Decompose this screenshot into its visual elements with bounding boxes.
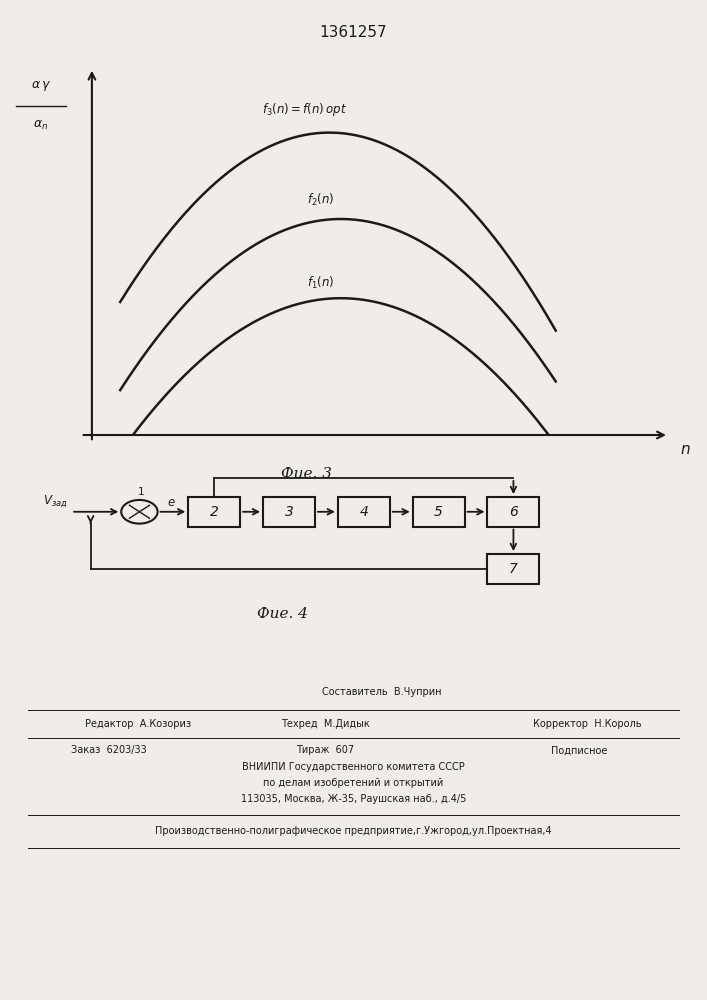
Text: Тираж  607: Тираж 607 xyxy=(296,745,354,755)
Bar xyxy=(413,497,464,527)
Text: $V_{зад}$: $V_{зад}$ xyxy=(43,493,68,509)
Text: 4: 4 xyxy=(359,505,368,519)
Text: $\alpha\,\gamma$: $\alpha\,\gamma$ xyxy=(31,79,51,93)
Bar xyxy=(263,497,315,527)
Bar xyxy=(338,497,390,527)
Text: Производственно-полиграфическое предприятие,г.Ужгород,ул.Проектная,4: Производственно-полиграфическое предприя… xyxy=(156,826,551,836)
Bar xyxy=(487,554,539,584)
Text: 6: 6 xyxy=(509,505,518,519)
Text: ВНИИПИ Государственного комитета СССР: ВНИИПИ Государственного комитета СССР xyxy=(242,762,465,772)
Text: 7: 7 xyxy=(509,562,518,576)
Text: Заказ  6203/33: Заказ 6203/33 xyxy=(71,745,146,755)
Bar xyxy=(188,497,240,527)
Text: Фие. 4: Фие. 4 xyxy=(257,607,308,621)
Text: $f_3(n) = f(n)\,opt$: $f_3(n) = f(n)\,opt$ xyxy=(262,101,346,118)
Text: Корректор  Н.Король: Корректор Н.Король xyxy=(532,719,641,729)
Bar xyxy=(487,497,539,527)
Text: 1: 1 xyxy=(137,487,144,497)
Text: $\alpha_n$: $\alpha_n$ xyxy=(33,119,49,132)
Text: Редактор  А.Козориз: Редактор А.Козориз xyxy=(85,719,191,729)
Text: Подписное: Подписное xyxy=(551,745,608,755)
Text: $f_2(n)$: $f_2(n)$ xyxy=(307,192,334,208)
Text: $n$: $n$ xyxy=(680,442,691,457)
Text: 1361257: 1361257 xyxy=(320,25,387,40)
Text: $f_1(n)$: $f_1(n)$ xyxy=(307,275,334,291)
Text: 5: 5 xyxy=(434,505,443,519)
Text: 2: 2 xyxy=(210,505,218,519)
Text: Техред  М.Дидык: Техред М.Дидык xyxy=(281,719,370,729)
Text: Фие. 3: Фие. 3 xyxy=(281,467,332,481)
Text: Составитель  В.Чуприн: Составитель В.Чуприн xyxy=(322,687,442,697)
Text: 113035, Москва, Ж-35, Раушская наб., д.4/5: 113035, Москва, Ж-35, Раушская наб., д.4… xyxy=(241,794,466,804)
Text: по делам изобретений и открытий: по делам изобретений и открытий xyxy=(264,778,443,788)
Text: 3: 3 xyxy=(285,505,293,519)
Text: e: e xyxy=(168,496,175,509)
